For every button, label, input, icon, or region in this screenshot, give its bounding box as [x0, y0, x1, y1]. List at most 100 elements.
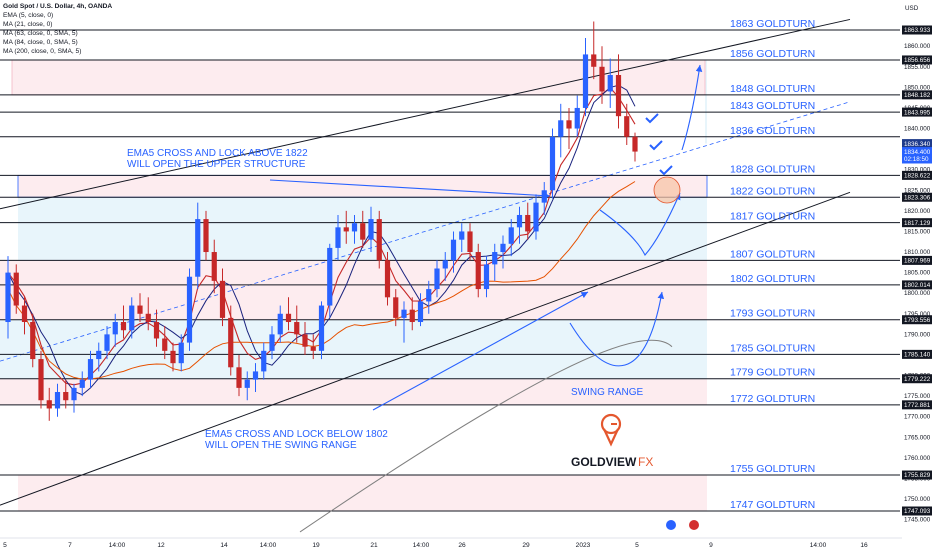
price-box-label-7: 1828.622 [904, 173, 931, 180]
time-tick-0: 5 [3, 542, 7, 549]
goldview-logo: GOLDVIEW FX [571, 413, 653, 469]
price-tick-13: 1795.000 [904, 311, 931, 318]
price-tick-8: 1820.000 [904, 208, 931, 215]
price-tick-17: 1775.000 [904, 393, 931, 400]
candle-body [607, 75, 613, 92]
price-tick-1: 1855.000 [904, 64, 931, 71]
price-box-label-11: 1802.014 [904, 282, 931, 289]
channel-upper-line [0, 18, 851, 210]
candle-body [38, 359, 44, 401]
arrow-swing-up [372, 291, 589, 411]
candle-body [261, 350, 267, 372]
price-box-label-0: 1863.933 [904, 27, 931, 34]
candle-body [549, 136, 556, 191]
time-tick-8: 14:00 [413, 542, 430, 549]
zone-band-4 [0, 260, 707, 320]
price-tick-19: 1765.000 [904, 434, 931, 441]
price-box-label-15: 1772.881 [904, 402, 931, 409]
goldturn-labels-layer: 1863 GOLDTURN 1856 GOLDTURN 1848 GOLDTURN 1… [730, 18, 815, 511]
candle-body [442, 260, 448, 269]
axis-currency: USD [905, 5, 919, 12]
candle-body [591, 54, 597, 67]
candle-body [13, 272, 19, 306]
price-box-17 [902, 506, 932, 516]
candle-body [244, 379, 250, 388]
annotation-upper-line1: EMA5 CROSS AND LOCK ABOVE 1822 [127, 148, 308, 159]
event-icon [666, 520, 676, 530]
candle-body [459, 231, 465, 240]
goldturn-label-9: 1802 GOLDTURN [730, 273, 815, 285]
price-tick-7: 1825.000 [904, 187, 931, 194]
candle-body [129, 305, 135, 331]
candle-body [211, 252, 217, 281]
candle-body [533, 202, 539, 232]
price-tick-22: 1750.000 [904, 496, 931, 503]
candle-body [475, 252, 481, 290]
candle-body [574, 107, 580, 129]
candle-body [5, 272, 11, 323]
candle-body [343, 227, 349, 232]
zone-band-2 [18, 175, 707, 198]
price-box-10 [902, 255, 932, 265]
goldturn-label-4: 1836 GOLDTURN [730, 125, 815, 137]
price-tick-0: 1860.000 [904, 43, 931, 50]
candle-body [178, 342, 184, 364]
indicator-ema5: EMA (5, close, 0) [3, 12, 54, 19]
candle-body [87, 359, 94, 380]
candle-body [285, 313, 292, 323]
price-box-label-9: 1817.129 [904, 220, 931, 227]
logo-suffix: FX [638, 455, 653, 469]
price-box-0 [902, 25, 932, 35]
time-tick-4: 14 [220, 542, 228, 549]
annotation-swing-range: SWING RANGE [571, 387, 644, 398]
goldturn-label-6: 1822 GOLDTURN [730, 185, 815, 197]
candle-body [71, 387, 77, 401]
zone-band-7 [18, 475, 707, 511]
time-axis: 5 7 14:00 12 14 14:00 19 21 14:00 26 29 2023 5 9 14:00… [0, 520, 902, 549]
candle-body [153, 322, 160, 339]
annotation-upper-line2: WILL OPEN THE UPPER STRUCTURE [127, 159, 306, 170]
price-tick-2: 1850.000 [904, 84, 931, 91]
price-tick-20: 1760.000 [904, 455, 931, 462]
price-box-label-5: 1834.400 [904, 149, 931, 156]
arrow-swing-curve [569, 291, 665, 367]
candle-body [269, 334, 275, 351]
candle-body [228, 317, 234, 368]
candle-body [46, 400, 52, 409]
price-tick-12: 1800.000 [904, 290, 931, 297]
price-tick-14: 1790.000 [904, 331, 931, 338]
candle-body [137, 305, 143, 314]
price-box-7 [902, 170, 932, 180]
price-box-15 [902, 400, 932, 410]
candle-body [368, 219, 374, 240]
indicator-ma63: MA (63, close, 0, SMA, 5) [3, 30, 78, 37]
candle-body [541, 190, 547, 203]
candle-body [96, 350, 102, 360]
price-box-label-2: 1848.182 [904, 92, 931, 99]
channel-mid-line [0, 101, 851, 362]
candle-body [112, 322, 118, 335]
candle-body [615, 75, 622, 117]
candle-body [63, 391, 69, 401]
goldturn-label-10: 1793 GOLDTURN [730, 308, 815, 320]
candle-body [203, 219, 209, 253]
price-tick-9: 1815.000 [904, 228, 931, 235]
price-box-6 [902, 154, 932, 164]
price-box-14 [902, 374, 932, 384]
time-tick-11: 2023 [576, 542, 591, 549]
goldturn-label-13: 1772 GOLDTURN [730, 393, 815, 405]
candle-body [30, 322, 36, 360]
goldturn-label-2: 1848 GOLDTURN [730, 83, 815, 95]
price-box-3 [902, 107, 932, 117]
candle-body [120, 322, 127, 331]
candle-body [467, 231, 473, 253]
candle-body [54, 391, 61, 409]
annotation-lower-line1: EMA5 CROSS AND LOCK BELOW 1802 [205, 429, 388, 440]
time-tick-1: 7 [68, 542, 72, 549]
candle-body [409, 309, 415, 323]
channel-lower-line [0, 191, 851, 506]
candle-body [351, 223, 358, 232]
candle-body [21, 305, 28, 323]
annotation-lower-line2: WILL OPEN THE SWING RANGE [205, 440, 357, 451]
